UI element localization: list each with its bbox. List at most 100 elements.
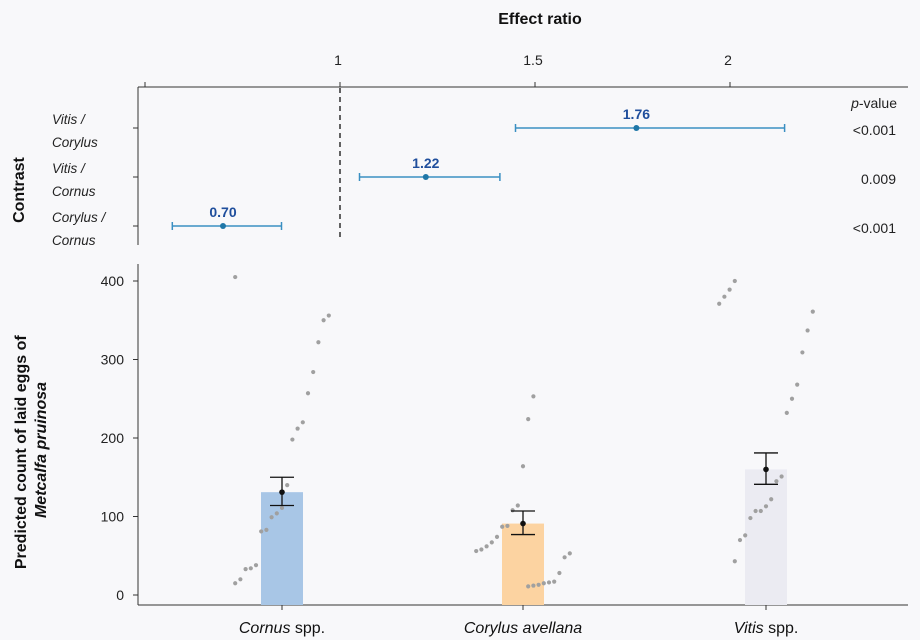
category-suffix: spp. [290, 620, 325, 637]
bar-group: Vitis spp. [717, 278, 815, 637]
estimate-point [633, 125, 640, 131]
forest-x-tick-label: 1 [334, 52, 342, 68]
category-label: Corylus avellana [464, 620, 582, 637]
data-point [295, 426, 300, 431]
data-point [562, 555, 567, 560]
forest-x-tick-label: 1.5 [523, 52, 543, 68]
category-name: Cornus [239, 620, 291, 637]
bar-group: Corylus avellana [464, 394, 582, 637]
data-point [259, 529, 264, 534]
forest-y-axis-title: Contrast [11, 156, 28, 222]
contrast-label-line1: Corylus / [52, 210, 107, 225]
data-point [717, 301, 722, 306]
data-point [810, 309, 815, 314]
contrast-label-line2: Corylus [52, 135, 98, 150]
data-point [494, 534, 500, 540]
data-point [510, 508, 515, 513]
data-point [795, 382, 800, 387]
data-point [732, 278, 737, 284]
category-name: Corylus avellana [464, 620, 582, 637]
data-point [300, 420, 305, 425]
data-point [311, 369, 316, 375]
data-point [536, 582, 541, 587]
bar-group: Cornus spp. [233, 274, 331, 637]
bar-y-tick-label: 0 [116, 587, 124, 603]
data-point [321, 318, 326, 323]
data-point [305, 391, 311, 396]
estimate-label: 0.70 [209, 204, 236, 220]
data-point [253, 563, 259, 568]
bar-y-axis-title: Predicted count of laid eggs of Metcalfa… [13, 331, 50, 569]
mean-point [279, 489, 285, 495]
data-point [567, 551, 572, 556]
bar-groups: Cornus spp. Corylus avellana Vitis spp. [233, 274, 815, 637]
data-point [732, 559, 737, 564]
data-point [233, 581, 238, 586]
data-point [520, 464, 526, 469]
data-point [233, 274, 238, 280]
forest-rows: Vitis / Corylus 1.76 <0.001 Vitis / Cornus 1.2… [52, 106, 896, 248]
forest-x-ticks: 1 1.5 2 [144, 52, 732, 87]
contrast-label-line1: Vitis / [52, 112, 86, 127]
bar-y-axis-title-line1: Predicted count of laid eggs of [13, 335, 30, 569]
contrast-label-line2: Cornus [52, 233, 96, 248]
bar [261, 492, 303, 605]
bar-y-tick-label: 400 [101, 273, 125, 289]
bar [745, 469, 787, 605]
data-point [531, 394, 536, 399]
data-point [531, 583, 536, 588]
estimate-point [422, 174, 429, 180]
data-point [727, 287, 732, 292]
estimate-label: 1.22 [412, 155, 439, 171]
data-point [479, 547, 484, 552]
data-point [238, 577, 243, 582]
data-point [316, 340, 321, 345]
data-point [805, 328, 810, 333]
data-point [526, 417, 531, 422]
bar-y-tick-label: 100 [101, 509, 125, 525]
data-point [748, 515, 753, 521]
pvalue-label: 0.009 [861, 171, 896, 187]
estimate-label: 1.76 [623, 106, 650, 122]
pvalue-label: <0.001 [853, 220, 896, 236]
category-label: Vitis spp. [734, 620, 799, 637]
data-point [326, 313, 331, 318]
bar-y-axis-title-line2: Metcalfa pruinosa [33, 382, 50, 518]
data-point [515, 503, 520, 508]
data-point [269, 515, 274, 520]
data-point [484, 544, 489, 549]
data-point [500, 524, 505, 529]
forest-x-tick-label: 2 [724, 52, 732, 68]
data-point [779, 474, 784, 479]
data-point [546, 580, 552, 585]
data-point [505, 523, 510, 529]
contrast-label-line1: Vitis / [52, 161, 86, 176]
category-label: Cornus spp. [239, 620, 325, 637]
data-point [552, 579, 557, 584]
bar-chart: Predicted count of laid eggs of Metcalfa… [13, 264, 908, 637]
bar-y-tick-label: 300 [101, 352, 125, 368]
data-point [774, 479, 779, 484]
data-point [526, 584, 531, 589]
pvalue-header: p-value [850, 95, 897, 111]
contrast-row: Vitis / Corylus 1.76 <0.001 [52, 106, 896, 150]
data-point [290, 437, 295, 442]
data-point [753, 508, 758, 514]
category-suffix: spp. [764, 620, 799, 637]
contrast-label-line2: Cornus [52, 184, 96, 199]
data-point [722, 294, 727, 299]
estimate-point [220, 223, 226, 229]
data-point [264, 527, 269, 532]
mean-point [520, 520, 526, 527]
data-point [789, 396, 795, 401]
contrast-row: Corylus / Cornus 0.70 <0.001 [52, 204, 896, 248]
data-point [541, 581, 546, 586]
data-point [279, 505, 285, 510]
pvalue-header-rest: -value [859, 95, 897, 111]
contrast-row: Vitis / Cornus 1.22 0.009 [52, 155, 896, 199]
pvalue-label: <0.001 [853, 122, 896, 138]
bar-y-ticks: 0 100 200 300 400 [101, 273, 138, 603]
pvalue-header-italic: p [850, 95, 859, 111]
mean-point [763, 466, 769, 473]
